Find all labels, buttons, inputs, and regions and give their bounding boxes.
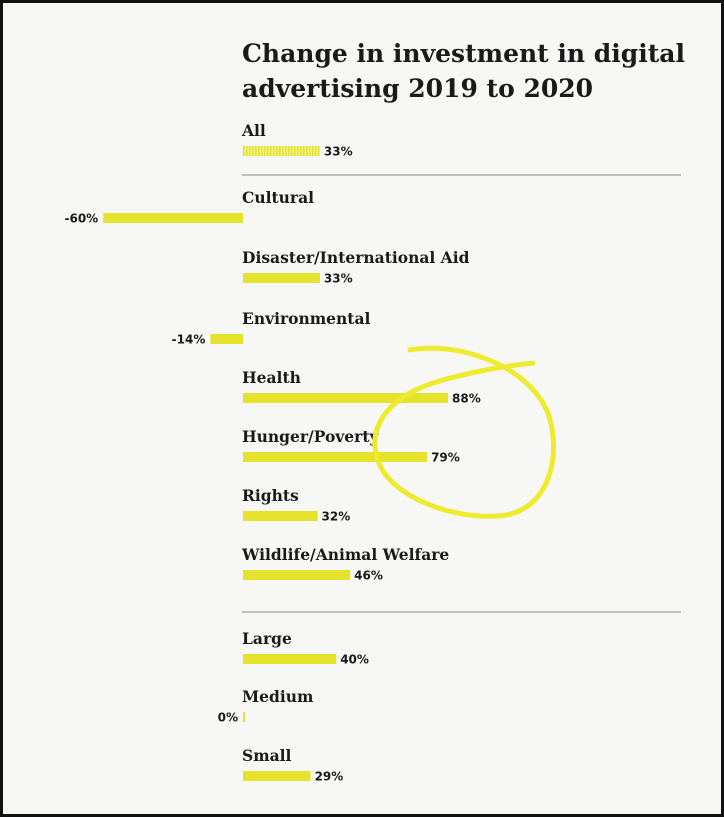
bar (210, 334, 243, 344)
value-label: 79% (431, 451, 460, 465)
bar (243, 146, 320, 156)
value-label: -60% (64, 212, 98, 226)
category-label: Rights (242, 486, 299, 505)
bar (243, 452, 428, 462)
bar (243, 771, 311, 781)
bar (243, 712, 245, 722)
value-label: 29% (315, 770, 344, 784)
value-label: 46% (354, 569, 383, 583)
category-label: Disaster/International Aid (242, 248, 470, 267)
value-label: 0% (218, 711, 238, 725)
bar (243, 511, 318, 521)
value-label: 88% (452, 392, 481, 406)
bar (243, 393, 449, 403)
bar (243, 570, 351, 580)
category-label: Cultural (242, 188, 314, 207)
category-label: Health (242, 368, 301, 387)
value-label: 33% (324, 272, 353, 286)
bar-chart: Change in investment in digital advertis… (64, 39, 685, 784)
chart-title-line-1: Change in investment in digital (242, 39, 685, 68)
category-label: Wildlife/Animal Welfare (241, 545, 449, 564)
category-label: Hunger/Poverty (242, 427, 379, 446)
value-label: 32% (322, 510, 351, 524)
category-label: Small (242, 746, 292, 765)
category-label: Environmental (242, 309, 370, 328)
value-label: -14% (172, 333, 206, 347)
category-label: Medium (242, 687, 314, 706)
value-label: 40% (340, 653, 369, 667)
bars-layer: All 33% Cultural -60% Disaster/International… (64, 121, 681, 784)
category-label: All (241, 121, 266, 140)
category-label: Large (242, 629, 292, 648)
bar (243, 273, 320, 283)
chart-title-line-2: advertising 2019 to 2020 (242, 74, 593, 103)
hand-drawn-circle-annotation (372, 345, 557, 519)
bar (103, 213, 243, 223)
value-label: 33% (324, 145, 353, 159)
bar (243, 654, 337, 664)
